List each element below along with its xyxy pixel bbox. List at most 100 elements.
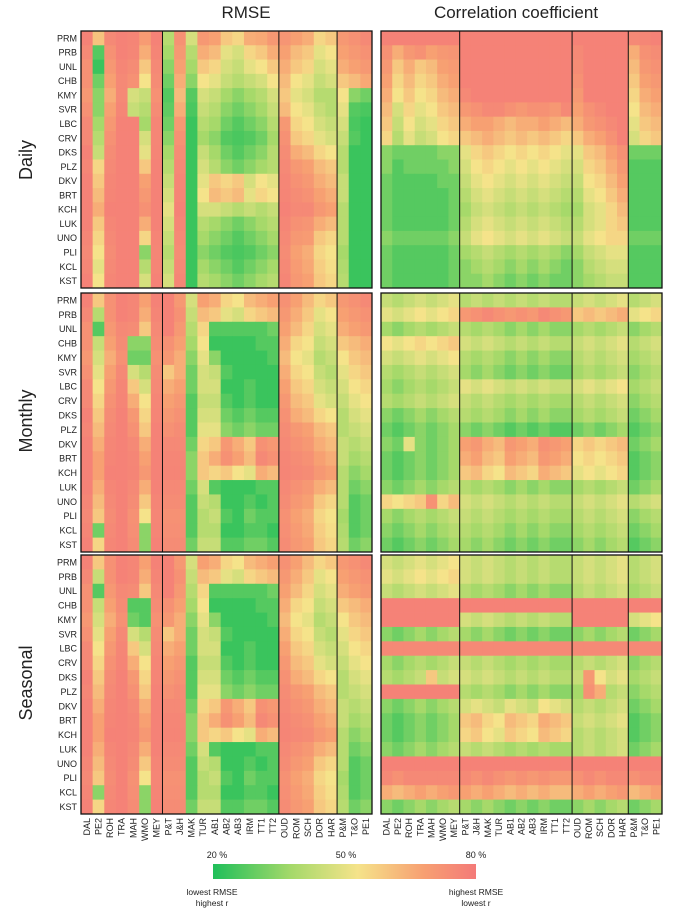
cell-correlation-seasonal-SVR-OUD — [572, 626, 584, 642]
cell-correlation-monthly-UNO-ROH — [403, 494, 416, 510]
cell-correlation-monthly-PLZ-IRM — [538, 422, 550, 438]
cell-correlation-daily-KST-TT2 — [560, 273, 573, 289]
cell-rmse-seasonal-LBC-MEY — [150, 641, 163, 657]
cell-rmse-daily-LUK-TUR — [197, 216, 210, 232]
cell-rmse-monthly-PRM-SCH — [302, 293, 315, 308]
cell-correlation-daily-BRT-SCH — [594, 188, 607, 203]
cell-rmse-seasonal-DKV-AB3 — [232, 698, 245, 714]
method-label-correlation-PE1: PE1 — [651, 818, 661, 835]
cell-correlation-seasonal-CRV-TUR — [493, 655, 506, 671]
cell-correlation-monthly-PRB-AB3 — [527, 307, 539, 323]
cell-correlation-daily-BRT-MAH — [425, 188, 438, 203]
cell-rmse-seasonal-LUK-HAR — [325, 742, 338, 757]
cell-correlation-daily-CHB-ROM — [583, 73, 595, 89]
cell-rmse-daily-PRM-MEY — [150, 31, 163, 46]
cell-correlation-daily-LBC-MEY — [448, 116, 461, 132]
cell-rmse-monthly-CRV-HAR — [325, 393, 338, 409]
cell-rmse-daily-PRB-TRA — [115, 45, 128, 60]
cell-correlation-monthly-CHB-TUR — [493, 336, 506, 351]
cell-rmse-monthly-PLZ-ROH — [104, 422, 117, 438]
cell-correlation-seasonal-PRM-AB1 — [504, 555, 517, 570]
cell-correlation-monthly-KMY-HAR — [617, 350, 629, 366]
cell-correlation-daily-PRM-MEY — [448, 31, 461, 46]
cell-correlation-monthly-PRM-P&M — [628, 293, 640, 308]
cell-correlation-daily-LUK-WMO — [437, 216, 449, 232]
cell-rmse-seasonal-PLZ-AB1 — [209, 684, 222, 700]
rmse-panel-title: RMSE — [221, 3, 270, 22]
cell-correlation-monthly-LBC-SCH — [594, 379, 607, 395]
cell-rmse-daily-KST-TRA — [115, 273, 128, 289]
cell-rmse-monthly-UNL-DAL — [81, 321, 94, 337]
cell-rmse-daily-KCL-DOR — [313, 259, 326, 275]
cell-rmse-daily-DKV-AB1 — [209, 173, 222, 189]
cell-rmse-daily-KST-HAR — [325, 273, 338, 289]
cell-correlation-seasonal-LBC-WMO — [437, 641, 449, 657]
cell-correlation-monthly-KCL-MAK — [482, 523, 494, 539]
cell-rmse-daily-PRM-IRM — [243, 31, 256, 46]
cell-rmse-daily-DKS-PE1 — [360, 145, 373, 160]
cell-correlation-daily-SVR-ROM — [583, 102, 595, 118]
cell-correlation-daily-BRT-TUR — [493, 188, 506, 203]
cell-rmse-seasonal-UNO-T&O — [348, 756, 361, 772]
cell-rmse-monthly-KCH-MAK — [185, 465, 198, 481]
cell-rmse-monthly-CRV-AB1 — [209, 393, 222, 409]
station-label-monthly-KCL: KCL — [59, 526, 77, 536]
cell-rmse-daily-LBC-ROM — [290, 116, 303, 132]
cell-rmse-daily-SVR-MEY — [150, 102, 163, 118]
cell-rmse-daily-KMY-PE1 — [360, 88, 373, 103]
cell-rmse-seasonal-LUK-T&O — [348, 742, 361, 757]
cell-correlation-daily-KCL-MAK — [482, 259, 494, 275]
cell-correlation-monthly-BRT-P&T — [459, 451, 472, 467]
cell-correlation-monthly-KCL-TRA — [414, 523, 427, 539]
cell-rmse-daily-BRT-TUR — [197, 188, 210, 203]
cell-correlation-daily-DKS-MAK — [482, 145, 494, 160]
cell-correlation-daily-KMY-OUD — [572, 88, 584, 103]
cell-rmse-seasonal-PLI-HAR — [325, 770, 338, 786]
cell-rmse-daily-UNO-TT1 — [255, 230, 268, 246]
cell-rmse-monthly-PRB-TRA — [115, 307, 128, 323]
cell-correlation-monthly-PRM-TT1 — [549, 293, 562, 308]
cell-correlation-daily-PLI-MEY — [448, 245, 461, 260]
cell-correlation-monthly-DKV-IRM — [538, 436, 550, 452]
cell-rmse-seasonal-PRM-AB3 — [232, 555, 245, 570]
cell-rmse-daily-DKV-DAL — [81, 173, 94, 189]
cell-correlation-seasonal-KCH-HAR — [617, 727, 629, 743]
cell-correlation-daily-PRM-ROH — [403, 31, 416, 46]
cell-correlation-monthly-KCH-SCH — [594, 465, 607, 481]
cell-rmse-daily-PLZ-ROH — [104, 159, 117, 175]
cell-correlation-seasonal-KCH-TRA — [414, 727, 427, 743]
cell-rmse-daily-CHB-AB2 — [220, 73, 233, 89]
cell-rmse-seasonal-LBC-PE2 — [92, 641, 105, 657]
cell-rmse-daily-UNL-IRM — [243, 59, 256, 75]
cell-correlation-seasonal-PRM-DAL — [381, 555, 393, 570]
cell-correlation-monthly-LBC-T&O — [639, 379, 652, 395]
cell-rmse-monthly-KST-P&M — [337, 537, 350, 553]
cell-correlation-monthly-UNO-AB3 — [527, 494, 539, 510]
cell-correlation-daily-CHB-MAK — [482, 73, 494, 89]
cell-rmse-monthly-KST-T&O — [348, 537, 361, 553]
cell-rmse-monthly-CHB-MAK — [185, 336, 198, 351]
cell-correlation-seasonal-LUK-PE1 — [650, 742, 663, 757]
cell-rmse-monthly-KCH-P&T — [162, 465, 175, 481]
cell-correlation-seasonal-CHB-PE2 — [392, 598, 404, 613]
cell-correlation-daily-BRT-J&H — [470, 188, 483, 203]
cell-rmse-monthly-KST-OUD — [278, 537, 291, 553]
cell-correlation-seasonal-KST-PE1 — [650, 799, 663, 815]
cell-rmse-daily-BRT-OUD — [278, 188, 291, 203]
cell-correlation-daily-KMY-TT1 — [549, 88, 562, 103]
cell-rmse-monthly-BRT-ROH — [104, 451, 117, 467]
cell-correlation-monthly-SVR-TT1 — [549, 364, 562, 380]
cell-rmse-seasonal-LUK-WMO — [139, 742, 152, 757]
cell-rmse-monthly-PRM-P&M — [337, 293, 350, 308]
cell-rmse-seasonal-BRT-TRA — [115, 713, 128, 729]
cell-rmse-daily-PLI-AB2 — [220, 245, 233, 260]
cell-rmse-seasonal-LUK-SCH — [302, 742, 315, 757]
cell-rmse-seasonal-PRM-IRM — [243, 555, 256, 570]
cell-correlation-seasonal-PRB-MAK — [482, 569, 494, 585]
method-label-correlation-DOR: DOR — [606, 818, 616, 839]
cell-correlation-monthly-KST-PE2 — [392, 537, 404, 553]
cell-rmse-monthly-LBC-MAH — [127, 379, 140, 395]
cell-correlation-monthly-PRB-PE2 — [392, 307, 404, 323]
cell-rmse-daily-UNL-P&T — [162, 59, 175, 75]
cell-correlation-monthly-LUK-J&H — [470, 480, 483, 495]
